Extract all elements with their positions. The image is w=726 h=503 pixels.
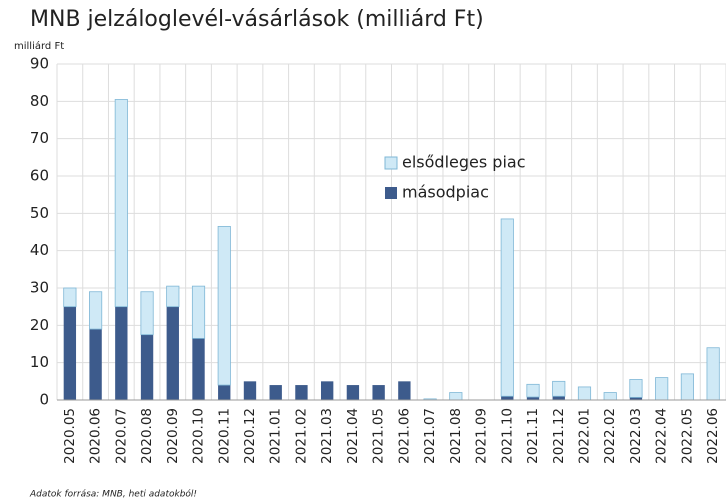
x-tick-label: 2020.09 [165,408,181,464]
x-tick-label: 2021.05 [371,408,387,464]
bar-segment [526,383,540,398]
bar-segment [89,291,103,330]
x-tick-label: 2021.08 [448,408,464,464]
x-tick-label: 2022.01 [576,408,592,464]
bar-segment [115,306,128,400]
bar-segment [295,385,308,400]
bar-segment [501,396,514,400]
bar-segment [398,381,411,400]
x-tick-label: 2021.09 [474,408,490,464]
bar-segment [320,381,334,400]
x-tick-label: 2021.01 [268,408,284,464]
bar-segment [526,397,540,400]
bar-segment [372,385,385,400]
y-tick-label: 20 [30,316,49,334]
y-tick-label: 60 [30,167,49,185]
source-note: Adatok forrása: MNB, heti adatokból! [29,489,197,500]
y-tick-label: 80 [30,92,49,110]
y-tick-label: 50 [30,204,49,222]
x-tick-label: 2020.06 [88,408,104,464]
bar-segment [63,287,77,308]
bar-segment [706,347,720,401]
y-tick-label: 40 [30,241,49,259]
bar-segment [449,392,463,401]
bar-segment [89,329,102,400]
x-tick-label: 2022.03 [628,408,644,464]
x-tick-label: 2021.11 [525,408,541,464]
x-tick-label: 2021.04 [345,408,361,464]
bar-segment [269,385,282,400]
bar-segment [166,285,180,308]
bar-segment [166,306,179,400]
x-tick-label: 2022.05 [679,408,695,464]
bar-segment [218,385,231,400]
bar-segment [63,306,77,400]
chart-title: MNB jelzáloglevél-vásárlások (milliárd F… [30,7,484,32]
x-tick-label: 2022.02 [602,408,618,464]
x-tick-label: 2020.08 [139,408,155,464]
unit-label: milliárd Ft [14,40,64,52]
x-tick-label: 2022.04 [654,408,670,464]
x-tick-label: 2020.11 [216,408,232,464]
bar-segment [346,385,360,400]
bar-segment [140,334,154,400]
bar-segment [140,291,154,336]
x-tick-label: 2020.10 [191,408,207,464]
x-tick-label: 2021.12 [551,408,567,464]
bar-segment [192,338,205,400]
bar-segment [191,285,206,339]
bar-segment [500,218,514,397]
bar-segment [552,380,566,397]
x-tick-label: 2021.03 [319,408,335,464]
bar-segment [552,396,565,400]
x-tick-label: 2020.07 [113,408,129,464]
bar-segment [603,392,617,401]
x-tick-label: 2021.10 [499,408,515,464]
x-tick-label: 2022.06 [705,408,721,464]
x-tick-label: 2020.05 [62,408,78,464]
bar-segment [629,379,643,398]
y-tick-label: 0 [39,391,49,409]
bar-segment [655,377,669,401]
bar-segment [680,373,694,401]
y-tick-label: 70 [30,129,49,147]
bar-segment [629,397,643,400]
bar-segment [217,225,231,386]
x-tick-label: 2021.06 [396,408,412,464]
bar-segment [577,386,592,401]
legend-label: elsődleges piac [402,153,525,172]
legend-swatch [385,187,397,199]
y-tick-label: 90 [30,55,49,73]
bar-segment [114,99,128,308]
x-tick-label: 2021.02 [293,408,309,464]
bar-segment [243,381,257,400]
legend-swatch [384,156,398,170]
y-tick-label: 10 [30,353,49,371]
x-tick-label: 2020.12 [242,408,258,464]
x-tick-label: 2021.07 [422,408,438,464]
y-tick-label: 30 [30,279,49,297]
legend-label: másodpiac [402,183,489,202]
